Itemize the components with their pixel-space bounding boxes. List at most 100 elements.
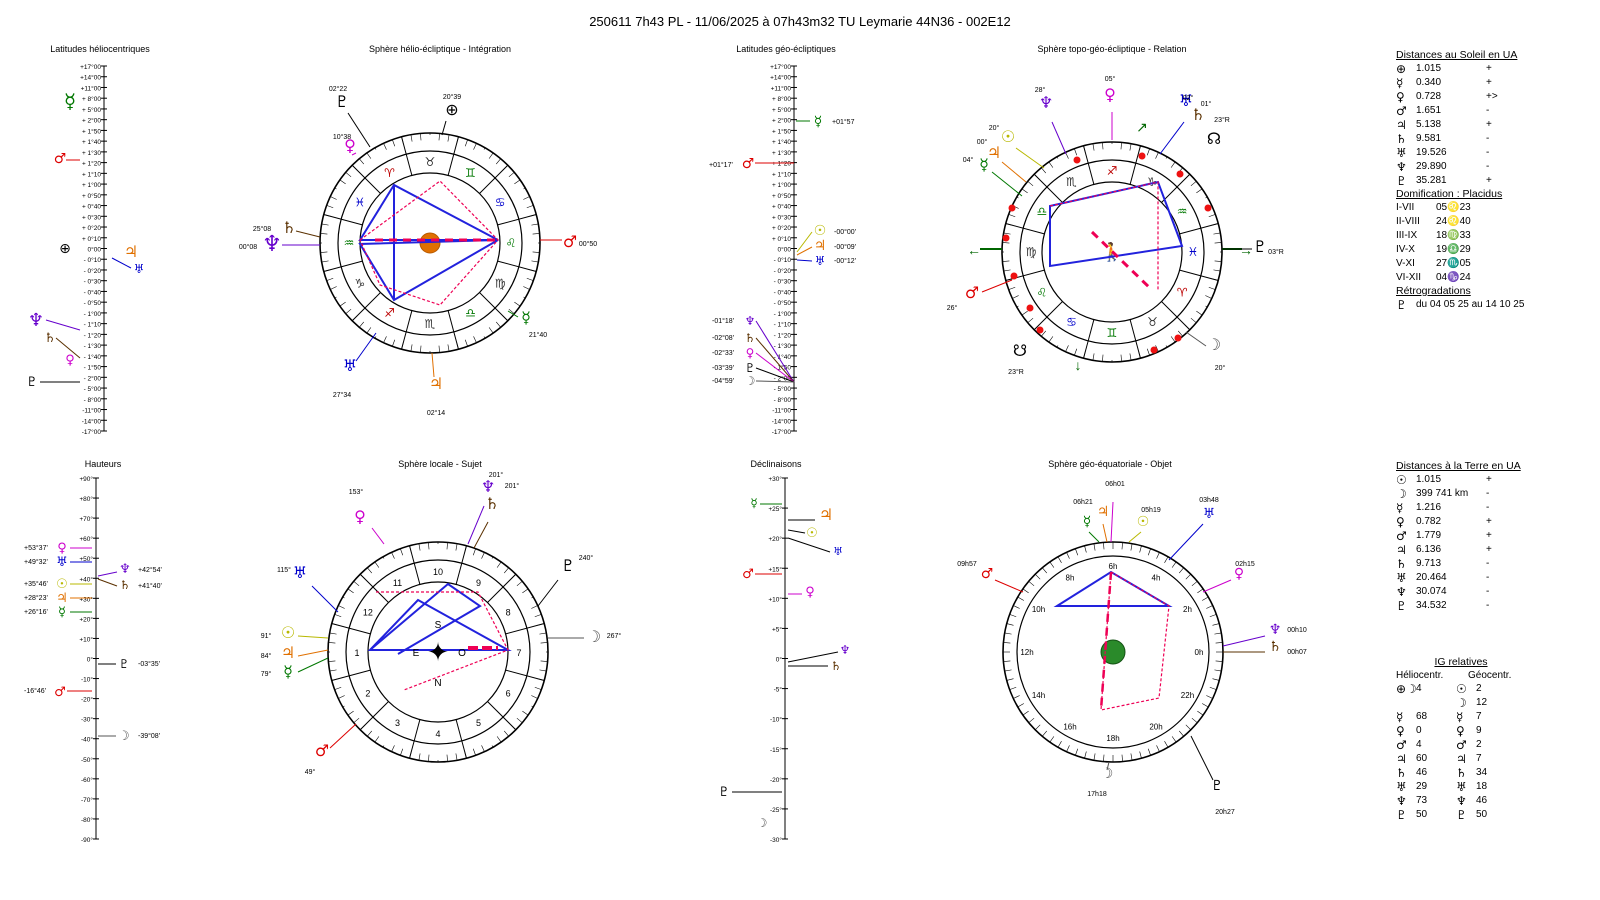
wheel-core [1041,181,1183,323]
wheel-tick [428,542,430,550]
hour-label: 10h [1032,605,1045,614]
scale-tick-label: + 1°50 [772,127,791,135]
declinations-axis: +30° +25° +20° +15° +10° +5° 0° -5° -10° -15° -20°… [718,475,850,844]
hour-label: 6h [1109,562,1118,571]
wheel-tick [532,251,540,253]
scale-tick-label: - 1°30 [84,342,102,350]
uranus-leader [1159,121,1185,155]
wheel-tick [342,596,345,599]
wheel-tick [464,339,468,347]
moon-label: 267° [607,632,622,640]
neptune-label: 201° [489,471,504,479]
mercury-label: 79° [261,670,272,678]
wheel-tick [1017,596,1024,601]
scale-tick-label: +30° [79,595,93,603]
scale-tick-label: - 0°10 [774,256,792,264]
wheel-tick [532,233,540,235]
wheel-divider [1129,319,1141,359]
house-marker [1150,346,1158,354]
uranus-icon: ♅ [293,563,307,582]
jupiter-icon: ♃ [281,643,295,662]
house-number: 7 [516,648,521,658]
wheel-tick [1042,730,1048,737]
venus-icon: ♀ [65,353,75,368]
hour-label: 8h [1066,574,1075,583]
planet-icon: ♂ [1396,104,1407,118]
geo-ig-value: 2 [1476,739,1482,750]
helio-ig-value: 4 [1416,683,1422,694]
wheel-tick [383,143,387,150]
wheel-tick [1205,196,1208,199]
sun-icon: ☉ [56,577,68,592]
wheel-sign-label: ♍ [1026,245,1037,259]
sun-distance-row: ♂ 1.651 - [1396,104,1556,118]
moon-icon: ☽ [745,374,756,388]
distance-value: 1.651 [1416,105,1442,116]
uranus-leader [111,257,132,269]
house-marker [1138,152,1146,160]
domification-row: VI-XII 04♑24 [1396,271,1556,285]
geo-eq-sphere-title: Sphère géo-équatoriale - Objet [1048,459,1172,469]
earth-distance-row: ♆ 30.074 - [1396,585,1556,599]
jupiter-label: -00°09' [834,243,856,251]
wheel-sign-label: ♋ [1066,315,1077,329]
wheel-tick [1035,574,1041,580]
scale-tick-label: -17°00 [772,428,792,436]
house-cusp: 24♌40 [1436,216,1471,227]
moon-label: -39°08' [138,732,160,740]
ig-row: ☽ 12 [1396,696,1556,710]
wheel-tick [1048,336,1054,343]
wheel-tick [366,152,372,159]
planet-icon: ♅ [1396,571,1407,585]
scale-tick-label: +10° [768,595,782,603]
wheel-tick [455,753,458,761]
wheel-tick [534,686,542,690]
wheel-tick [508,308,515,314]
mars-label: 26° [947,304,958,312]
wheel-tick [391,745,395,752]
wheel-sign-label: ♏ [425,317,436,331]
scale-tick-label: + 1°20 [82,160,101,168]
mercury-icon: ☿ [750,496,757,510]
wheel-tick [523,196,530,200]
wheel-tick [1012,295,1019,299]
wheel-tick [1006,678,1014,681]
uranus-icon: ♅ [1179,91,1193,110]
geo-ig-value: 46 [1476,795,1488,806]
wheel-tick [391,552,395,559]
scale-tick-label: -50° [81,756,93,764]
wheel-tick [1190,317,1197,323]
ig-row: ♆ 73 ♆ 46 [1396,794,1556,808]
wheel-tick [1049,561,1055,568]
ig-row: ♇ 50 ♇ 50 [1396,808,1556,822]
wheel-divider [1161,173,1191,203]
aspect-line [1099,571,1113,711]
sun-icon: ☉ [814,223,827,239]
wheel-divider [359,701,389,731]
wheel-tick [1214,632,1222,635]
scale-tick-label: + 0°10 [772,235,791,243]
wheel-tick [382,745,385,748]
house-number: 10 [433,567,443,577]
uranus-icon: ♅ [343,356,357,375]
neptune-icon: ♆ [745,314,756,328]
scale-tick-label: 0° [87,656,94,664]
wheel-tick [1093,753,1096,761]
wheel-tick [1103,754,1105,762]
scale-tick-label: +17°00 [770,63,791,71]
distance-value: 9.581 [1416,133,1442,144]
wheel-tick [383,336,387,343]
heights-axis: +90° +80° +70° +60° +50° +40° +30° +20° +10° 0° -1… [24,475,162,844]
neptune-icon: ♆ [840,643,851,657]
sun-leader [1128,531,1142,543]
wheel-sign-label: ♈ [1177,286,1188,300]
wheel-tick [374,561,380,568]
wheel-tick [1092,353,1095,361]
house-marker [1008,204,1016,212]
wheel-tick [1074,348,1078,356]
earth-icon: ⊕ [445,100,458,119]
pluto-leader [347,112,371,148]
venus-icon: ♀ [1104,85,1116,104]
wheel-tick [329,632,337,635]
sun-label: 91° [261,632,272,640]
